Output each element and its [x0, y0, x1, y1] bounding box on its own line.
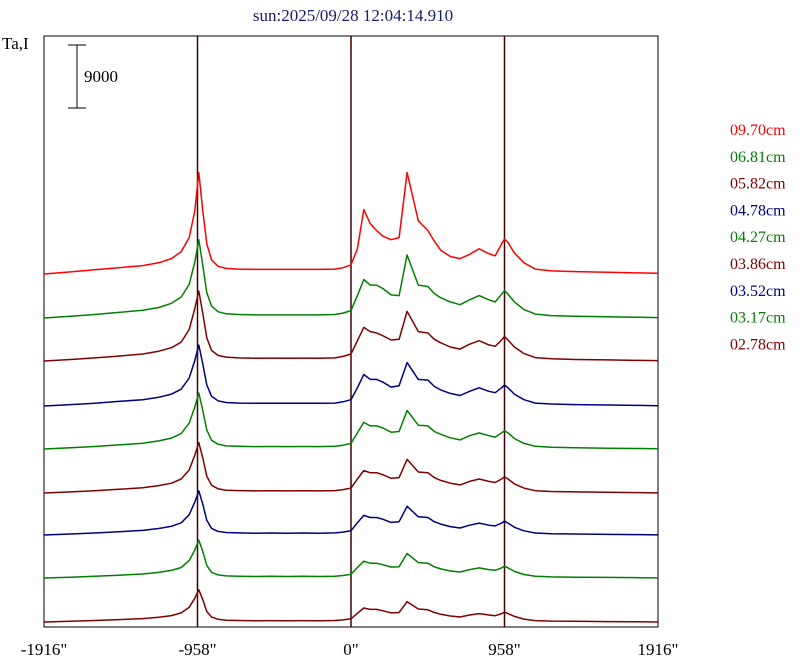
series-line-02.78cm — [43, 589, 659, 623]
legend-entry: 03.17cm — [730, 310, 786, 327]
legend-entry: 04.27cm — [730, 229, 786, 246]
legend-entry: 03.86cm — [730, 256, 786, 273]
legend-entry: 03.52cm — [730, 283, 786, 300]
series-line-06.81cm — [43, 238, 659, 319]
x-tick-label: -1916" — [21, 640, 68, 659]
series-line-04.78cm — [43, 344, 659, 407]
y-axis-label: Ta,I — [2, 34, 29, 53]
scale-bar-label: 9000 — [84, 67, 118, 86]
x-tick-label: 1916" — [638, 640, 679, 659]
x-tick-label: 958" — [488, 640, 520, 659]
series-line-03.17cm — [43, 539, 659, 579]
legend-entry: 06.81cm — [730, 149, 786, 166]
series-line-03.86cm — [43, 441, 659, 494]
chart-title: sun:2025/09/28 12:04:14.910 — [253, 6, 453, 25]
series-line-04.27cm — [43, 392, 659, 450]
scale-bar: 9000 — [68, 44, 118, 109]
x-tick-label: -958" — [178, 640, 216, 659]
legend-entry: 04.78cm — [730, 202, 786, 219]
series-line-05.82cm — [43, 290, 659, 362]
series-line-09.70cm — [43, 171, 659, 275]
legend-entry: 05.82cm — [730, 176, 786, 193]
x-tick-label: 0" — [343, 640, 358, 659]
series-line-03.52cm — [43, 490, 659, 536]
legend-entry: 02.78cm — [730, 336, 786, 353]
legend-entry: 09.70cm — [730, 122, 786, 139]
